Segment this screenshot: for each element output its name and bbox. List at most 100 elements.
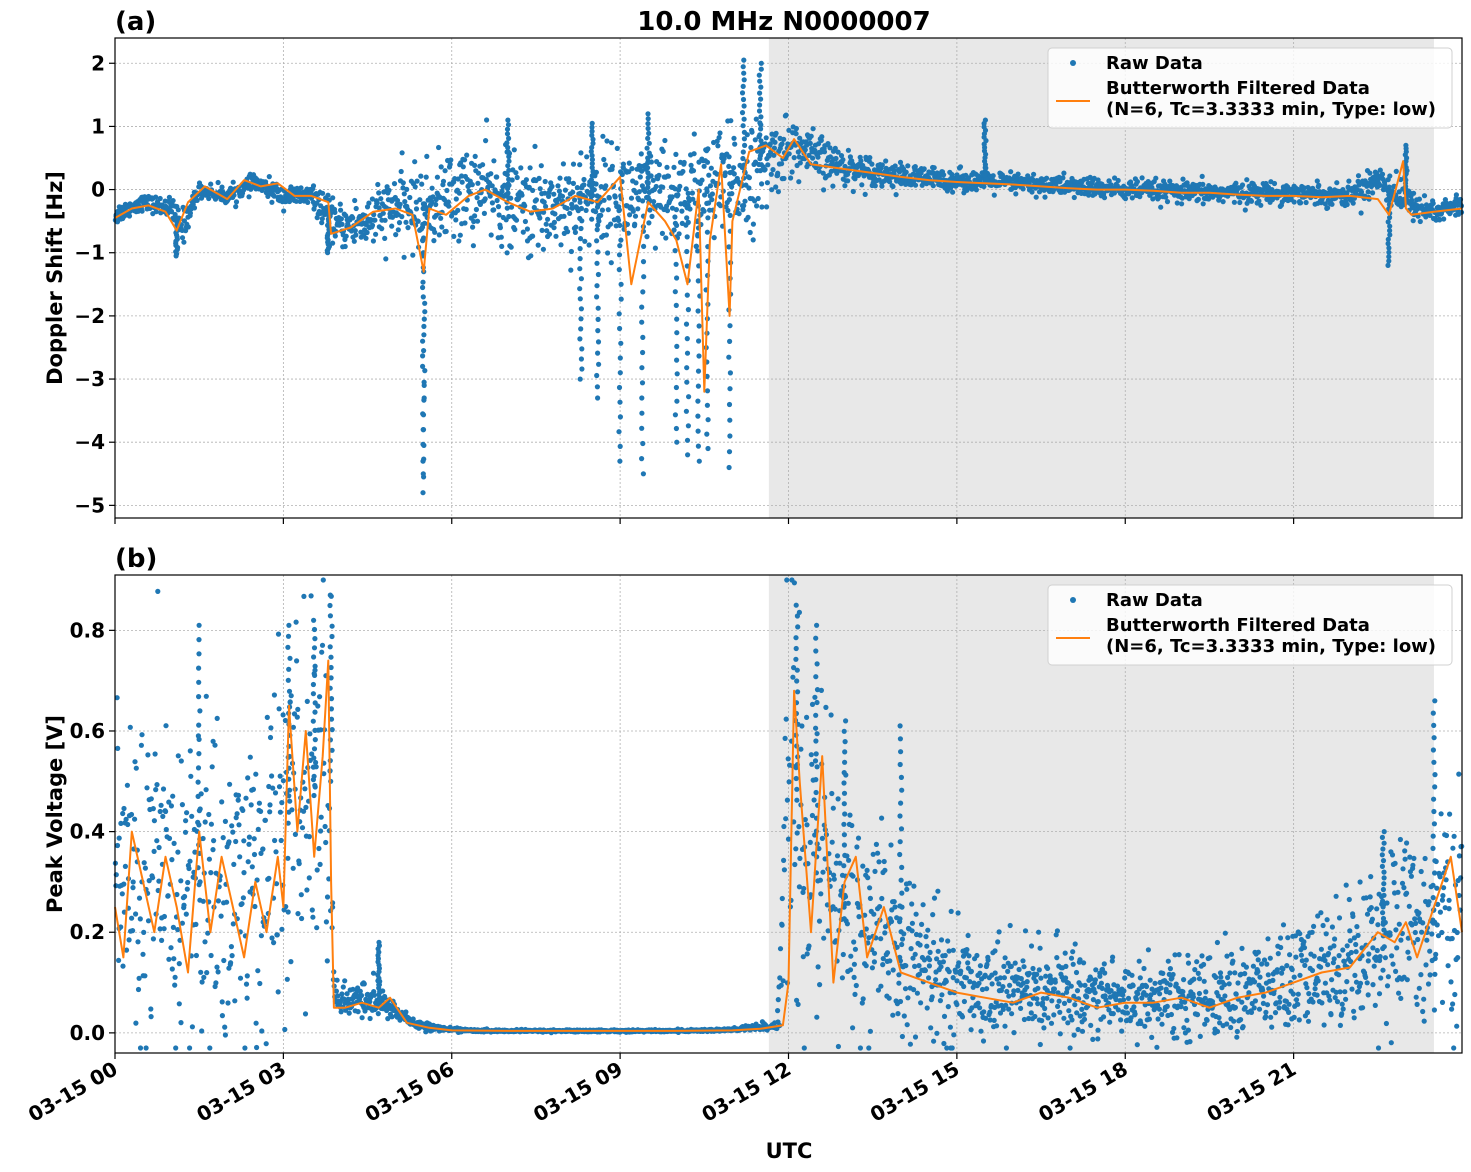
raw-data-spike-point bbox=[618, 296, 624, 302]
raw-data-point bbox=[921, 957, 928, 963]
raw-data-point bbox=[163, 723, 169, 729]
raw-data-point bbox=[1242, 207, 1248, 213]
raw-data-point bbox=[935, 888, 941, 894]
raw-data-point bbox=[386, 187, 392, 193]
raw-data-spike-point bbox=[421, 316, 427, 322]
raw-data-spike-point bbox=[645, 111, 651, 117]
raw-data-point bbox=[1051, 986, 1057, 992]
raw-data-spike-point bbox=[741, 103, 747, 109]
raw-data-point bbox=[1370, 190, 1376, 196]
raw-data-point bbox=[699, 177, 705, 183]
raw-data-point bbox=[917, 932, 923, 938]
raw-data-spike-point bbox=[505, 144, 511, 151]
raw-data-spike-point bbox=[727, 370, 734, 376]
raw-data-spike-point bbox=[596, 361, 602, 367]
raw-data-point bbox=[766, 153, 772, 159]
raw-data-spike-point bbox=[684, 379, 690, 385]
raw-data-spike-point bbox=[727, 417, 733, 423]
raw-data-point bbox=[781, 857, 787, 864]
raw-data-point bbox=[1022, 928, 1029, 934]
raw-data-point bbox=[542, 190, 548, 196]
raw-data-point bbox=[626, 160, 632, 166]
raw-data-spike-point bbox=[683, 321, 690, 327]
raw-data-spike-point bbox=[695, 308, 701, 314]
raw-data-point bbox=[617, 243, 623, 249]
raw-data-point bbox=[980, 1038, 987, 1044]
raw-data-point bbox=[608, 260, 614, 266]
raw-data-spike-point bbox=[705, 215, 711, 221]
raw-data-point bbox=[303, 804, 309, 811]
raw-data-point bbox=[816, 846, 822, 852]
raw-data-spike-point bbox=[589, 161, 595, 167]
raw-data-point bbox=[1026, 970, 1032, 977]
raw-data-point bbox=[187, 210, 193, 216]
raw-data-point bbox=[295, 911, 301, 917]
raw-data-point bbox=[1010, 992, 1016, 998]
raw-data-point bbox=[206, 195, 212, 202]
raw-data-spike-point bbox=[674, 316, 680, 322]
raw-data-spike-point bbox=[579, 366, 585, 372]
raw-data-point bbox=[817, 877, 824, 883]
raw-data-spike-point bbox=[757, 132, 763, 138]
raw-data-point bbox=[652, 245, 659, 251]
raw-data-point bbox=[512, 226, 518, 233]
raw-data-spike-point bbox=[590, 136, 596, 142]
raw-data-point bbox=[120, 963, 126, 969]
raw-data-point bbox=[181, 902, 187, 908]
raw-data-point bbox=[417, 197, 423, 203]
raw-data-point bbox=[367, 999, 373, 1005]
raw-data-point bbox=[892, 163, 898, 169]
raw-data-point bbox=[1329, 201, 1335, 207]
raw-data-point bbox=[866, 935, 872, 941]
raw-data-point bbox=[860, 996, 866, 1002]
raw-data-point bbox=[905, 995, 911, 1001]
raw-data-spike-point bbox=[506, 167, 512, 173]
raw-data-point bbox=[909, 928, 915, 934]
chart-title: 10.0 MHz N0000007 bbox=[637, 7, 930, 37]
raw-data-point bbox=[1367, 170, 1373, 176]
raw-data-point bbox=[716, 135, 722, 141]
raw-data-spike-point bbox=[420, 284, 426, 291]
raw-data-point bbox=[1233, 180, 1239, 186]
raw-data-point bbox=[911, 883, 917, 889]
raw-data-point bbox=[635, 206, 641, 212]
raw-data-point bbox=[171, 956, 177, 962]
raw-data-point bbox=[1000, 1006, 1006, 1013]
raw-data-spike-point bbox=[726, 244, 732, 250]
raw-data-point bbox=[1008, 186, 1015, 192]
raw-data-point bbox=[302, 1011, 309, 1017]
raw-data-point bbox=[917, 942, 923, 948]
raw-data-point bbox=[899, 1033, 906, 1040]
raw-data-point bbox=[157, 195, 163, 202]
raw-data-point bbox=[747, 229, 753, 236]
raw-data-point bbox=[775, 997, 781, 1003]
raw-data-point bbox=[451, 233, 457, 239]
raw-data-point bbox=[859, 182, 865, 188]
raw-data-point bbox=[272, 790, 279, 796]
raw-data-point bbox=[990, 173, 996, 179]
raw-data-point bbox=[439, 224, 445, 230]
raw-data-point bbox=[1102, 993, 1108, 999]
raw-data-point bbox=[382, 993, 388, 1000]
raw-data-point bbox=[809, 761, 815, 767]
raw-data-point bbox=[566, 179, 572, 185]
raw-data-point bbox=[792, 861, 798, 868]
raw-data-point bbox=[363, 235, 369, 241]
raw-data-point bbox=[474, 218, 481, 224]
raw-data-point bbox=[885, 970, 892, 976]
raw-data-point bbox=[228, 944, 234, 950]
raw-data-point bbox=[464, 152, 470, 158]
raw-data-point bbox=[250, 786, 256, 793]
raw-data-point bbox=[304, 887, 310, 893]
raw-data-point bbox=[773, 184, 779, 190]
raw-data-point bbox=[495, 204, 502, 210]
raw-data-point bbox=[612, 194, 618, 200]
raw-data-point bbox=[483, 138, 489, 144]
raw-data-point bbox=[818, 687, 825, 694]
raw-data-point bbox=[218, 913, 224, 919]
raw-data-spike-point bbox=[756, 108, 763, 114]
raw-data-point bbox=[810, 155, 816, 161]
raw-data-point bbox=[433, 196, 439, 203]
raw-data-point bbox=[378, 196, 384, 202]
raw-data-point bbox=[434, 174, 440, 180]
